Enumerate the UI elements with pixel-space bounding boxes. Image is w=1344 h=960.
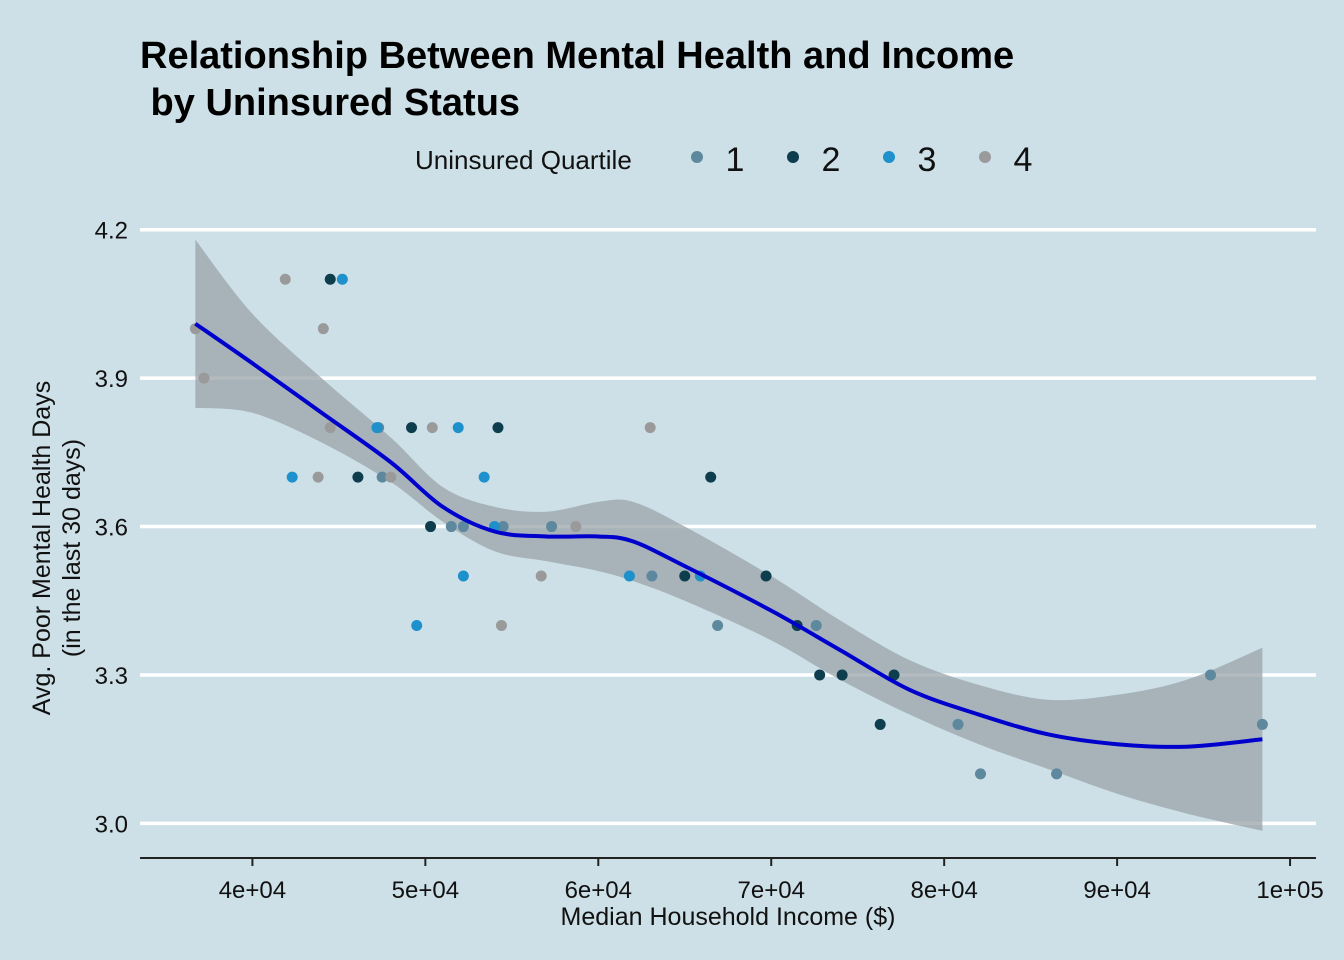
x-tick-label: 9e+04 bbox=[1083, 877, 1150, 904]
data-point-q4 bbox=[385, 471, 397, 483]
data-point-q1 bbox=[974, 768, 986, 780]
data-point-q4 bbox=[317, 323, 329, 335]
y-tick-label: 3.3 bbox=[95, 663, 128, 690]
smooth-line bbox=[194, 322, 1263, 749]
confidence-band bbox=[195, 239, 1263, 831]
data-point-q3 bbox=[371, 422, 383, 434]
chart-title-line1: Relationship Between Mental Health and I… bbox=[140, 35, 1014, 77]
data-point-q2 bbox=[679, 570, 691, 582]
y-axis-title-line2: (in the last 30 days) bbox=[58, 439, 86, 657]
y-tick-label: 3.0 bbox=[95, 811, 128, 838]
x-axis: 4e+04 5e+04 6e+04 7e+04 8e+04 9e+04 1e+05 bbox=[140, 857, 1324, 904]
data-point-q3 bbox=[623, 570, 635, 582]
x-tick-label: 1e+05 bbox=[1256, 877, 1323, 904]
gridlines bbox=[140, 227, 1316, 826]
legend-label-2: 2 bbox=[822, 141, 841, 179]
data-point-q1 bbox=[712, 619, 724, 631]
data-point-q3 bbox=[286, 471, 298, 483]
data-point-q1 bbox=[445, 521, 457, 533]
legend-key-4 bbox=[979, 151, 991, 163]
y-tick-label: 3.6 bbox=[95, 515, 128, 542]
data-point-q1 bbox=[457, 521, 469, 533]
data-point-q4 bbox=[426, 422, 438, 434]
data-point-q1 bbox=[546, 521, 558, 533]
y-axis: 3.0 3.3 3.6 3.9 4.2 bbox=[95, 218, 128, 839]
data-point-q2 bbox=[836, 669, 848, 681]
confidence-band-area bbox=[195, 239, 1263, 831]
x-axis-title: Median Household Income ($) bbox=[561, 903, 896, 931]
data-point-q1 bbox=[376, 471, 388, 483]
trend-line bbox=[194, 322, 1263, 749]
data-point-q3 bbox=[336, 273, 348, 285]
data-point-q4 bbox=[312, 471, 324, 483]
data-point-q2 bbox=[492, 422, 504, 434]
y-tick-label: 3.9 bbox=[95, 366, 128, 393]
data-point-q2 bbox=[874, 718, 886, 730]
data-point-q1 bbox=[497, 521, 509, 533]
x-tick-label: 6e+04 bbox=[565, 877, 632, 904]
data-point-q2 bbox=[425, 521, 437, 533]
data-point-q4 bbox=[324, 422, 336, 434]
legend-key-3 bbox=[883, 151, 895, 163]
data-point-q4 bbox=[535, 570, 547, 582]
data-point-q1 bbox=[1051, 768, 1063, 780]
legend: Uninsured Quartile 1 2 3 4 bbox=[415, 141, 1032, 179]
data-point-q3 bbox=[457, 570, 469, 582]
data-point-q4 bbox=[495, 619, 507, 631]
legend-title: Uninsured Quartile bbox=[415, 145, 632, 175]
data-point-q2 bbox=[324, 273, 336, 285]
y-axis-title-line1: Avg. Poor Mental Health Days bbox=[28, 381, 56, 715]
data-point-q2 bbox=[705, 471, 717, 483]
data-point-q2 bbox=[760, 570, 772, 582]
data-point-q3 bbox=[411, 619, 423, 631]
legend-key-1 bbox=[691, 151, 703, 163]
x-tick-label: 7e+04 bbox=[738, 877, 805, 904]
data-point-q2 bbox=[888, 669, 900, 681]
data-point-q2 bbox=[406, 422, 418, 434]
data-point-q2 bbox=[814, 669, 826, 681]
legend-key-2 bbox=[787, 151, 799, 163]
data-point-q2 bbox=[352, 471, 364, 483]
data-point-q1 bbox=[1205, 669, 1217, 681]
data-point-q3 bbox=[478, 471, 490, 483]
data-point-q4 bbox=[198, 372, 210, 384]
data-point-q1 bbox=[810, 619, 822, 631]
x-tick-label: 4e+04 bbox=[219, 877, 286, 904]
legend-label-3: 3 bbox=[918, 141, 937, 179]
data-point-q1 bbox=[646, 570, 658, 582]
legend-label-1: 1 bbox=[726, 141, 745, 179]
data-point-q4 bbox=[644, 422, 656, 434]
data-point-q1 bbox=[952, 718, 964, 730]
y-tick-label: 4.2 bbox=[95, 218, 128, 245]
data-point-q4 bbox=[279, 273, 291, 285]
scatter-points bbox=[189, 273, 1268, 780]
x-tick-label: 5e+04 bbox=[392, 877, 459, 904]
data-point-q3 bbox=[452, 422, 464, 434]
legend-label-4: 4 bbox=[1014, 141, 1033, 179]
data-point-q4 bbox=[570, 521, 582, 533]
data-point-q1 bbox=[1256, 718, 1268, 730]
chart-title-line2: by Uninsured Status bbox=[140, 82, 520, 124]
x-tick-label: 8e+04 bbox=[910, 877, 977, 904]
